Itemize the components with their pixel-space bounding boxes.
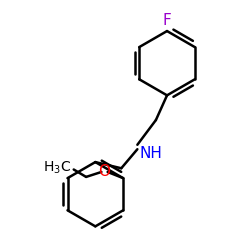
- Text: F: F: [163, 13, 172, 28]
- Text: H$_3$C: H$_3$C: [43, 160, 71, 176]
- Text: NH: NH: [140, 146, 163, 161]
- Text: O: O: [98, 164, 110, 180]
